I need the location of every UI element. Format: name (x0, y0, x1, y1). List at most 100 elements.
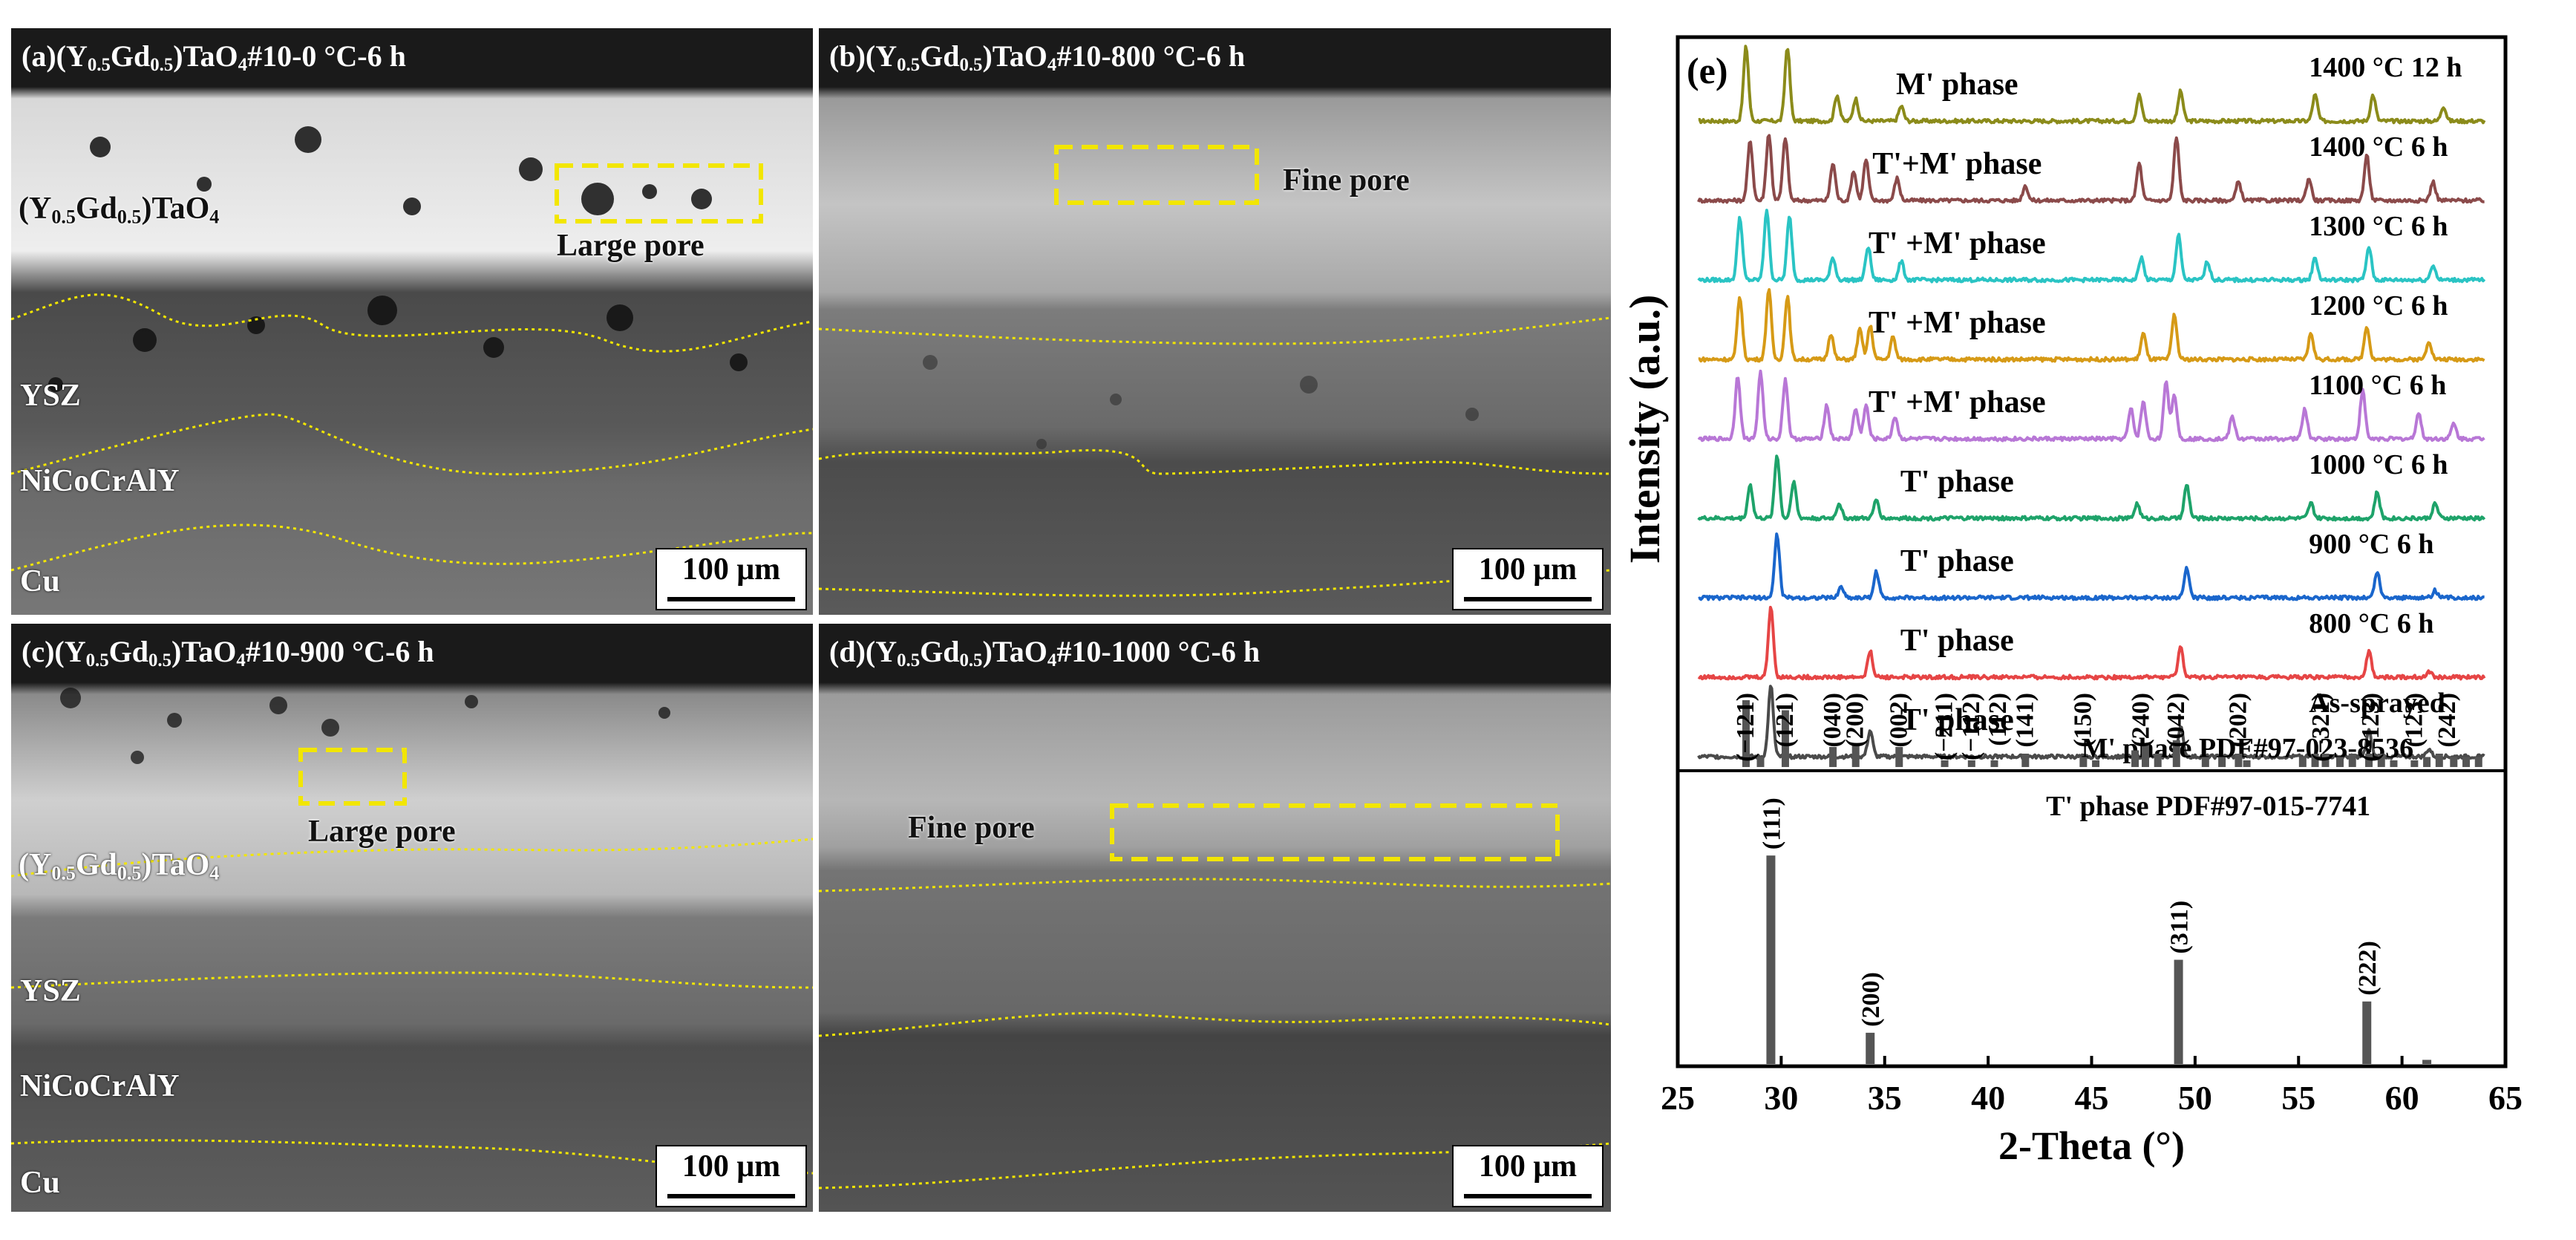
series-condition-label: 1300 °C 6 h (2309, 211, 2448, 242)
panel-e-label: (e) (1687, 50, 1728, 91)
m-reference-stick (2474, 757, 2482, 767)
series-phase-label: T' +M' phase (1869, 306, 2046, 340)
series-condition-label: 1400 °C 6 h (2309, 131, 2448, 163)
m-reference-stick (2218, 757, 2226, 767)
xrd-series-line (1698, 288, 2485, 363)
x-tick-label: 55 (2281, 1079, 2315, 1117)
m-reference-stick (2377, 754, 2385, 767)
m-hkl-label: (202) (2224, 693, 2252, 748)
m-reference-stick (2243, 760, 2251, 767)
m-hkl-label: (112) (1984, 693, 2012, 746)
ysz-label-c: YSZ (20, 974, 81, 1008)
xrd-chart: (e) M' phase 1400 °C 12 h T'+M' phase 1400 °… (1621, 35, 2523, 1168)
y-axis-label: Intensity (a.u.) (1621, 295, 1669, 564)
series-condition-label: 1200 °C 6 h (2309, 290, 2448, 322)
bondcoat-label-c: NiCoCrAlY (20, 1069, 180, 1103)
m-reference-stick (2172, 740, 2180, 767)
fine-pore-label-d: Fine pore (908, 811, 1035, 845)
xrd-series-line (1698, 532, 2485, 601)
m-reference-stick (2311, 754, 2319, 767)
micrograph-image-b (819, 28, 1611, 615)
m-reference-stick (2390, 760, 2398, 767)
series-condition-label: 900 °C 6 h (2309, 529, 2433, 560)
series-condition-label: 1400 °C 12 h (2309, 52, 2462, 83)
m-hkl-label: (−211) (1931, 693, 1958, 760)
m-reference-stick (2201, 757, 2209, 767)
x-tick-label: 50 (2178, 1079, 2212, 1117)
t-reference-stick (1766, 855, 1776, 1064)
m-hkl-label: (240) (2127, 693, 2154, 748)
m-hkl-label: (040) (1819, 693, 1846, 748)
scale-bar-c: 100 μm (656, 1145, 807, 1207)
m-reference-stick (2462, 757, 2471, 767)
m-reference-stick (2079, 757, 2088, 767)
m-reference-stick (2131, 750, 2139, 767)
m-reference-stick (1990, 760, 1998, 767)
series-phase-label: T'+M' phase (1872, 147, 2041, 181)
fine-pore-label-b: Fine pore (1283, 163, 1410, 198)
m-reference-stick (1941, 760, 1949, 767)
series-phase-label: T' phase (1900, 544, 2014, 578)
m-reference-stick (1851, 743, 1860, 767)
micrograph-panel-c: (c)(Y0.5Gd0.5)TaO4#10-900 °C-6 h Large p… (11, 624, 813, 1212)
m-reference-stick (1895, 747, 1903, 767)
panel-c-title: (c)(Y0.5Gd0.5)TaO4#10-900 °C-6 h (22, 635, 434, 671)
micrograph-panel-b: (b)(Y0.5Gd0.5)TaO4#10-800 °C-6 h Fine po… (819, 28, 1611, 615)
micrograph-panel-a: (a)(Y0.5Gd0.5)TaO4#10-0 °C-6 h (Y0.5Gd0.… (11, 28, 813, 615)
xrd-series-line (1697, 134, 2485, 204)
t-phase-reference-label: T' phase PDF#97-015-7741 (2046, 791, 2370, 822)
series-condition-label: 800 °C 6 h (2309, 608, 2433, 639)
m-reference-stick (2021, 754, 2030, 767)
m-reference-stick (2348, 754, 2356, 767)
m-reference-stick (2410, 760, 2419, 767)
m-reference-stick (1829, 747, 1837, 767)
t-hkl-label: (311) (2166, 901, 2194, 954)
xrd-series-line (1697, 605, 2486, 681)
scale-bar-a: 100 μm (656, 548, 807, 610)
xrd-series-line (1697, 369, 2485, 443)
m-reference-stick (1756, 757, 1765, 767)
x-tick-label: 65 (2488, 1079, 2523, 1117)
m-reference-stick (2435, 754, 2443, 767)
m-hkl-label: (200) (1842, 693, 1869, 748)
series-condition-label: 1000 °C 6 h (2309, 449, 2448, 480)
x-axis-label: 2-Theta (°) (1998, 1123, 2185, 1168)
xrd-chart-panel: (e) M' phase 1400 °C 12 h T'+M' phase 1400 °… (1615, 28, 2565, 1233)
m-reference-stick (1967, 760, 1975, 767)
m-reference-stick (2141, 743, 2149, 767)
coating-label-c: (Y0.5Gd0.5)TaO4 (19, 848, 220, 884)
x-tick-label: 40 (1971, 1079, 2005, 1117)
xrd-series-line (1698, 45, 2486, 125)
micrograph-image-d (819, 624, 1611, 1212)
m-reference-stick (2321, 754, 2330, 767)
m-reference-stick (2154, 754, 2162, 767)
m-reference-stick (2336, 757, 2344, 767)
series-phase-label: T' phase (1900, 465, 2014, 499)
m-hkl-label: (121) (1771, 693, 1799, 748)
m-reference-stick (2092, 760, 2100, 767)
large-pore-label-c: Large pore (308, 815, 456, 849)
substrate-label-c: Cu (20, 1166, 60, 1200)
m-hkl-label: (242) (2433, 693, 2461, 748)
series-condition-label: 1100 °C 6 h (2309, 370, 2446, 401)
m-hkl-label: (042) (2163, 693, 2190, 748)
micrograph-image-a (11, 28, 813, 615)
t-reference-stick (1866, 1032, 1875, 1064)
m-reference-stick (2450, 757, 2458, 767)
large-pore-label-a: Large pore (557, 229, 705, 263)
ysz-label-a: YSZ (20, 379, 81, 413)
series-phase-label: M' phase (1896, 68, 2018, 102)
m-hkl-label: (002) (1885, 693, 1912, 748)
m-hkl-label: (123) (2400, 693, 2428, 748)
scale-bar-d: 100 μm (1452, 1145, 1604, 1207)
t-hkl-label: (111) (1758, 797, 1785, 849)
t-hkl-label: (222) (2354, 941, 2382, 996)
x-tick-label: 45 (2075, 1079, 2109, 1117)
t-reference-stick (2362, 1001, 2372, 1064)
m-hkl-label: (−321) (2307, 693, 2335, 762)
m-reference-stick (2298, 757, 2307, 767)
m-hkl-label: (−112) (1958, 693, 1985, 760)
xrd-series-line (1697, 209, 2486, 284)
panel-b-title: (b)(Y0.5Gd0.5)TaO4#10-800 °C-6 h (829, 39, 1246, 76)
